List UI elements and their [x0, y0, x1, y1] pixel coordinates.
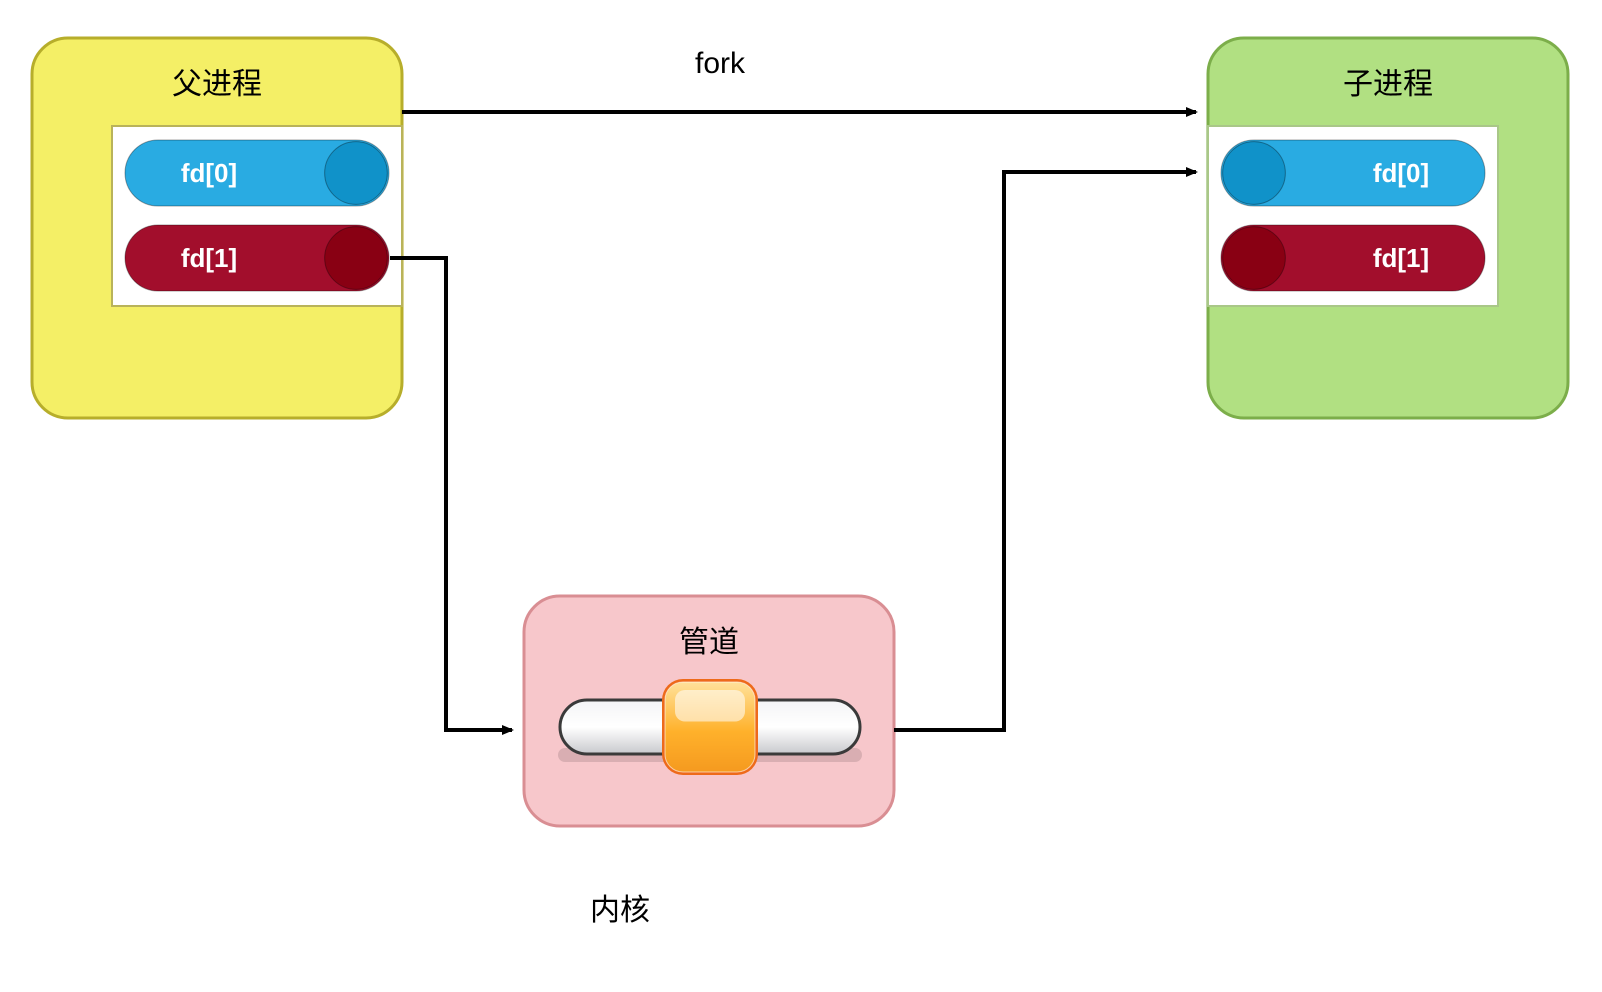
- parent-process-fd0-label: fd[0]: [181, 158, 237, 188]
- child-process: 子进程 fd[0] fd[1]: [1208, 38, 1568, 418]
- child-process-fd1-label: fd[1]: [1373, 243, 1429, 273]
- child-process-fd0-label: fd[0]: [1373, 158, 1429, 188]
- child-process-fd0: fd[0]: [1221, 140, 1485, 206]
- edge-fork-label: fork: [695, 47, 746, 80]
- child-process-title: 子进程: [1343, 68, 1433, 101]
- child-process-fd1: fd[1]: [1221, 225, 1485, 291]
- parent-process-title: 父进程: [172, 68, 262, 101]
- pipe-title: 管道: [679, 626, 739, 659]
- parent-process-fd1: fd[1]: [125, 225, 389, 291]
- edge-pipe-to-child: [894, 172, 1196, 730]
- parent-process: 父进程 fd[0] fd[1]: [32, 38, 402, 418]
- kernel-label: 内核: [590, 894, 650, 927]
- pipe-node: 管道: [524, 596, 894, 826]
- parent-process-fd1-label: fd[1]: [181, 243, 237, 273]
- parent-process-fd0: fd[0]: [125, 140, 389, 206]
- edge-parent-to-pipe: [390, 258, 512, 730]
